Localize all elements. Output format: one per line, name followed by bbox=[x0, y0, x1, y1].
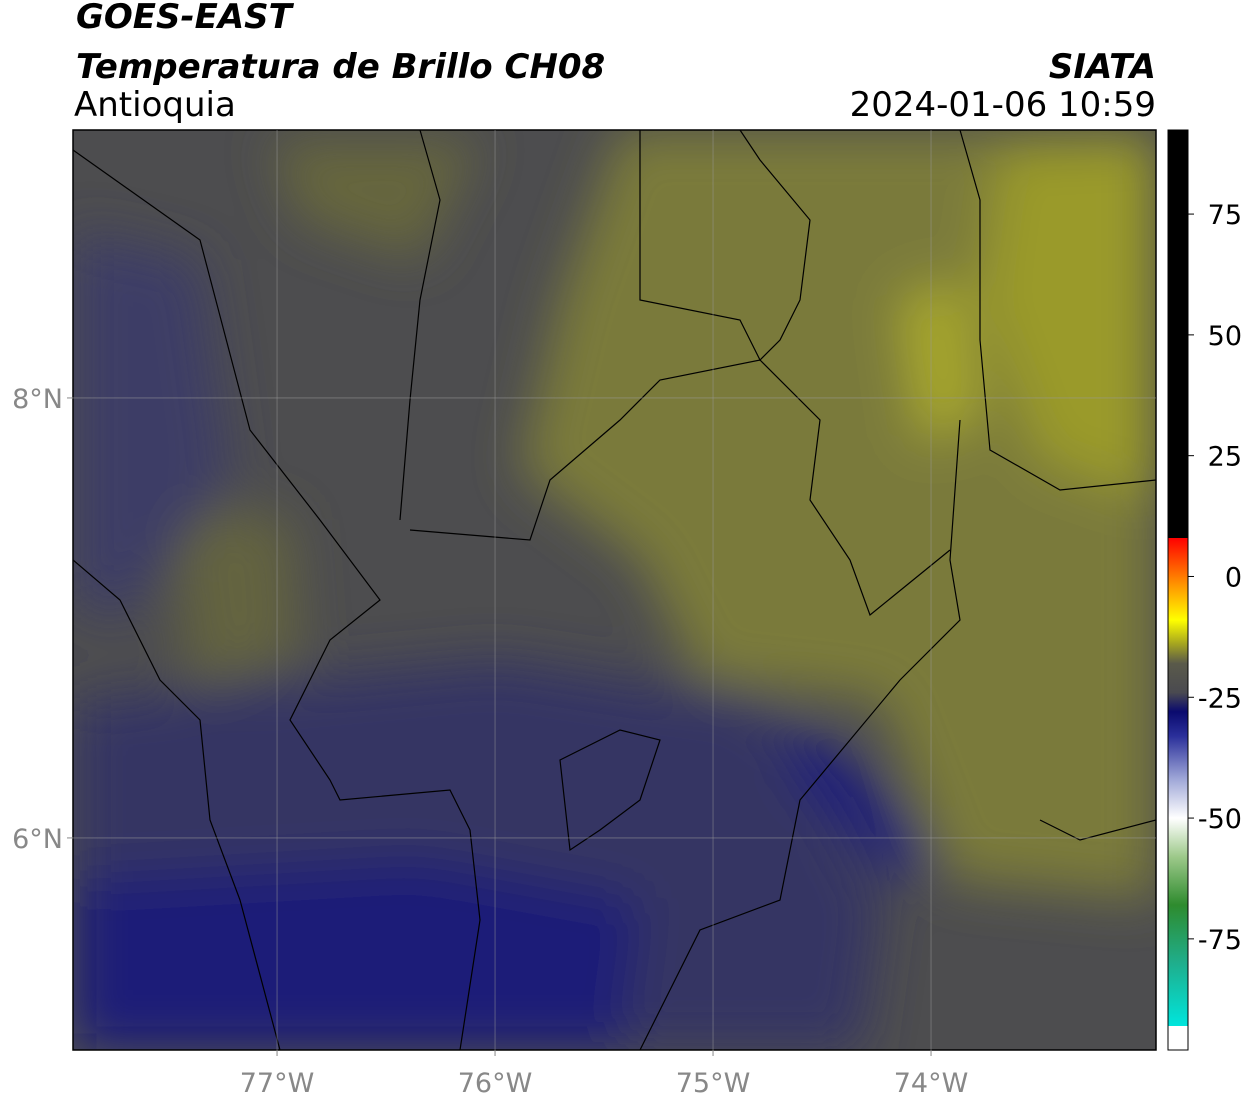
region: Antioquia bbox=[74, 85, 236, 125]
map-frame bbox=[72, 129, 1157, 1051]
x-tick-label: 74°W bbox=[894, 1068, 969, 1099]
colorbar-tick-label: 75 bbox=[1208, 200, 1242, 231]
x-tick-label: 76°W bbox=[458, 1068, 533, 1099]
colorbar-tick-label: -25 bbox=[1198, 683, 1242, 714]
colorbar-tick-label: 50 bbox=[1208, 321, 1242, 352]
title: GOES-EAST bbox=[76, 0, 295, 37]
colorbar-tick-label: -50 bbox=[1198, 804, 1242, 835]
colorbar-tick-label: 0 bbox=[1225, 562, 1242, 593]
y-tick-label: 8°N bbox=[12, 384, 63, 415]
x-tick-label: 75°W bbox=[676, 1068, 751, 1099]
datetime: 2024-01-06 10:59 bbox=[850, 85, 1156, 125]
colorbar-tick-label: -75 bbox=[1198, 925, 1242, 956]
colorbar-tick-label: 25 bbox=[1208, 442, 1242, 473]
map-image bbox=[73, 130, 1156, 1050]
x-tick-label: 77°W bbox=[240, 1068, 315, 1099]
y-tick-label: 6°N bbox=[12, 824, 63, 855]
colorbar bbox=[1167, 129, 1189, 1051]
subtitle: Temperatura de Brillo CH08 bbox=[76, 47, 605, 87]
source: SIATA bbox=[1049, 47, 1156, 87]
